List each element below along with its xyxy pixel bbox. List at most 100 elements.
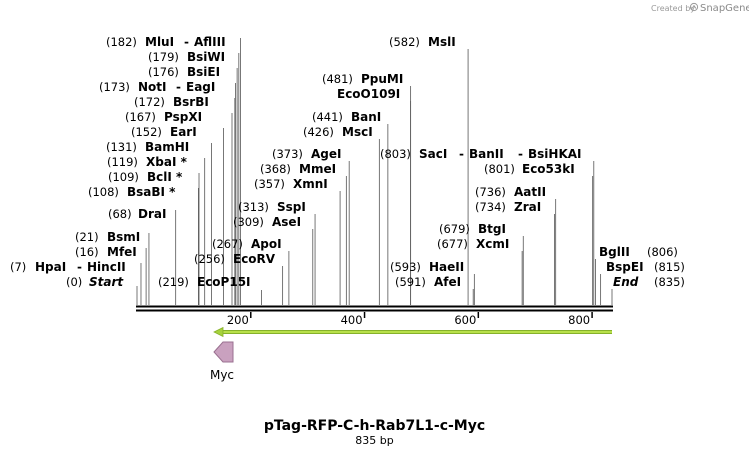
site-name-afliii[interactable]: AflIII [194, 35, 226, 49]
site-name-afei[interactable]: AfeI [434, 275, 461, 289]
snapgene-branding: Created by SnapGene [651, 2, 749, 14]
site-name-xmni[interactable]: XmnI [293, 177, 328, 191]
site-pos-hpai: (7) [10, 260, 26, 274]
site-name-mlui[interactable]: MluI [145, 35, 174, 49]
site-name-xcmi[interactable]: XcmI [476, 237, 509, 251]
site-pos-mlui: (182) [106, 35, 137, 49]
site-pos-msci: (426) [303, 125, 334, 139]
site-name-saci[interactable]: SacI [419, 147, 447, 161]
site-name-asei[interactable]: AseI [272, 215, 301, 229]
site-name-xbai[interactable]: XbaI * [146, 155, 188, 169]
site-name-mfei[interactable]: MfeI [107, 245, 137, 259]
site-name-bsrbi[interactable]: BsrBI [173, 95, 209, 109]
site-name-haeii[interactable]: HaeII [429, 260, 464, 274]
site-name-bani[interactable]: BanI [351, 110, 381, 124]
site-pos-sspi: (313) [238, 200, 269, 214]
site-pos-xmni: (357) [254, 177, 285, 191]
site-pos-bsabi: (108) [88, 185, 119, 199]
site-name-bsiei[interactable]: BsiEI [187, 65, 220, 79]
site-name-aatii[interactable]: AatII [514, 185, 546, 199]
site-pos-noti: (173) [99, 80, 130, 94]
site-name-banii[interactable]: BanII [469, 147, 504, 161]
site-name-bamhi[interactable]: BamHI [145, 140, 189, 154]
site-name-noti[interactable]: NotI [138, 80, 167, 94]
site-name-bsabi[interactable]: BsaBI * [127, 185, 176, 199]
site-name-eco53ki[interactable]: Eco53kI [522, 162, 575, 176]
site-leader-lines [136, 38, 613, 305]
site-pos-bglii: (806) [647, 245, 678, 259]
site-pos-bcli: (109) [108, 170, 139, 184]
map-length: 835 bp [355, 434, 393, 447]
site-pos-apoi: (267) [212, 237, 243, 251]
site-pos-ppumi: (481) [322, 72, 353, 86]
site-pos-aatii: (736) [475, 185, 506, 199]
site-name-drai[interactable]: DraI [138, 207, 166, 221]
site-pos-mfei: (16) [75, 245, 99, 259]
site-sep: - [184, 35, 189, 49]
site-pos-ecorv: (256) [194, 252, 225, 266]
site-pos-bsiei: (176) [148, 65, 179, 79]
site-pos-bani: (441) [312, 110, 343, 124]
site-pos-btgi: (679) [439, 222, 470, 236]
site-pos-msli: (582) [389, 35, 420, 49]
site-pos-end: (835) [654, 275, 685, 289]
site-sep: - [77, 260, 82, 274]
site-pos-agei: (373) [272, 147, 303, 161]
ruler-tick-label: 800 [568, 313, 590, 327]
site-pos-bsiwi: (179) [148, 50, 179, 64]
site-name-sspi[interactable]: SspI [277, 200, 306, 214]
site-pos-xcmi: (677) [437, 237, 468, 251]
ruler-tick-label: 400 [341, 313, 363, 327]
site-pos-pspxi: (167) [125, 110, 156, 124]
created-by-text: Created by [651, 4, 695, 13]
site-pos-saci: (803) [380, 147, 411, 161]
myc-feature[interactable]: Myc [210, 341, 234, 382]
site-pos-ecop15i: (219) [158, 275, 189, 289]
site-pos-mmei: (368) [260, 162, 291, 176]
site-pos-bsrbi: (172) [134, 95, 165, 109]
ruler-tick-label: 200 [227, 313, 249, 327]
ruler-tick-label: 600 [454, 313, 476, 327]
site-name-bglii[interactable]: BglII [599, 245, 630, 259]
site-name-agei[interactable]: AgeI [311, 147, 341, 161]
site-pos-eari: (152) [131, 125, 162, 139]
site-name-hincii[interactable]: HincII [87, 260, 126, 274]
site-pos-xbai: (119) [107, 155, 138, 169]
site-sep: - [518, 147, 523, 161]
site-sep: - [176, 80, 181, 94]
site-name-mmei[interactable]: MmeI [299, 162, 336, 176]
site-pos-zrai: (734) [475, 200, 506, 214]
brand-name: SnapGene [700, 3, 749, 14]
site-name-btgi[interactable]: BtgI [478, 222, 506, 236]
site-pos-bamhi: (131) [106, 140, 137, 154]
site-name-bsmi[interactable]: BsmI [107, 230, 140, 244]
site-name-ecop15i[interactable]: EcoP15I [197, 275, 251, 289]
site-name-msci[interactable]: MscI [342, 125, 373, 139]
site-name-eco0109i[interactable]: EcoO109I [337, 87, 400, 101]
green-feature-arrow[interactable] [213, 326, 612, 338]
site-name-ecorv[interactable]: EcoRV [233, 252, 276, 266]
myc-label: Myc [210, 368, 234, 382]
site-pos-bsmi: (21) [75, 230, 99, 244]
site-pos-haeii: (593) [390, 260, 421, 274]
site-name-zrai[interactable]: ZraI [514, 200, 541, 214]
site-name-end[interactable]: End [613, 275, 639, 289]
dna-backbone [136, 305, 613, 312]
feature-track: Myc [210, 326, 612, 382]
site-name-eagi[interactable]: EagI [186, 80, 215, 94]
site-name-hpai[interactable]: HpaI [35, 260, 66, 274]
site-labels: (182) MluI - AflIII (179) BsiWI (176) Bs… [10, 35, 685, 289]
site-name-msli[interactable]: MslI [428, 35, 456, 49]
site-name-bsihkai[interactable]: BsiHKAI [528, 147, 582, 161]
site-name-eari[interactable]: EarI [170, 125, 197, 139]
map-title: pTag-RFP-C-h-Rab7L1-c-Myc [264, 418, 485, 434]
site-name-ppumi[interactable]: PpuMI [361, 72, 403, 86]
site-name-bsiwi[interactable]: BsiWI [187, 50, 225, 64]
site-name-pspxi[interactable]: PspXI [164, 110, 202, 124]
site-name-apoi[interactable]: ApoI [251, 237, 282, 251]
site-name-start[interactable]: Start [89, 275, 124, 289]
site-pos-drai: (68) [108, 207, 132, 221]
site-name-bspei[interactable]: BspEI [606, 260, 644, 274]
site-name-bcli[interactable]: BclI * [147, 170, 183, 184]
